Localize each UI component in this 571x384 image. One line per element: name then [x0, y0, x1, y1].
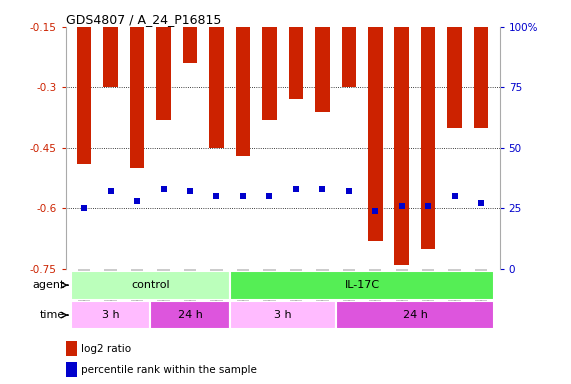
Bar	[103, 0, 118, 88]
Bar	[183, 0, 198, 63]
Bar	[236, 0, 250, 156]
Point	[344, 188, 353, 194]
Bar	[209, 0, 224, 148]
Point	[238, 193, 247, 199]
Text: GDS4807 / A_24_P16815: GDS4807 / A_24_P16815	[66, 13, 221, 26]
Point	[424, 203, 433, 209]
Text: log2 ratio: log2 ratio	[81, 344, 131, 354]
Text: 24 h: 24 h	[178, 310, 203, 320]
Text: 24 h: 24 h	[403, 310, 427, 320]
Text: IL-17C: IL-17C	[344, 280, 380, 290]
Text: percentile rank within the sample: percentile rank within the sample	[81, 365, 257, 375]
Point	[477, 200, 486, 207]
Bar	[156, 0, 171, 120]
Point	[186, 188, 195, 194]
Bar	[474, 0, 488, 127]
Bar	[66, 341, 77, 356]
Point	[291, 186, 300, 192]
Bar	[262, 0, 277, 120]
Bar	[368, 0, 383, 240]
Point	[106, 188, 115, 194]
Text: time: time	[40, 310, 65, 320]
Bar	[395, 0, 409, 265]
Bar	[421, 0, 436, 249]
Bar	[130, 0, 144, 168]
Text: control: control	[131, 280, 170, 290]
Bar	[71, 271, 230, 300]
Bar	[447, 0, 462, 127]
Bar	[230, 271, 494, 300]
Bar	[150, 301, 230, 329]
Point	[265, 193, 274, 199]
Point	[397, 203, 407, 209]
Bar	[71, 301, 150, 329]
Bar	[315, 0, 329, 112]
Point	[450, 193, 459, 199]
Text: agent: agent	[33, 280, 65, 290]
Bar	[336, 301, 494, 329]
Point	[159, 186, 168, 192]
Point	[212, 193, 221, 199]
Bar	[341, 0, 356, 88]
Point	[79, 205, 89, 211]
Point	[132, 198, 142, 204]
Bar	[230, 301, 336, 329]
Bar	[77, 0, 91, 164]
Point	[371, 208, 380, 214]
Text: 3 h: 3 h	[102, 310, 119, 320]
Text: 3 h: 3 h	[274, 310, 291, 320]
Bar	[288, 0, 303, 99]
Point	[318, 186, 327, 192]
Bar	[66, 362, 77, 377]
